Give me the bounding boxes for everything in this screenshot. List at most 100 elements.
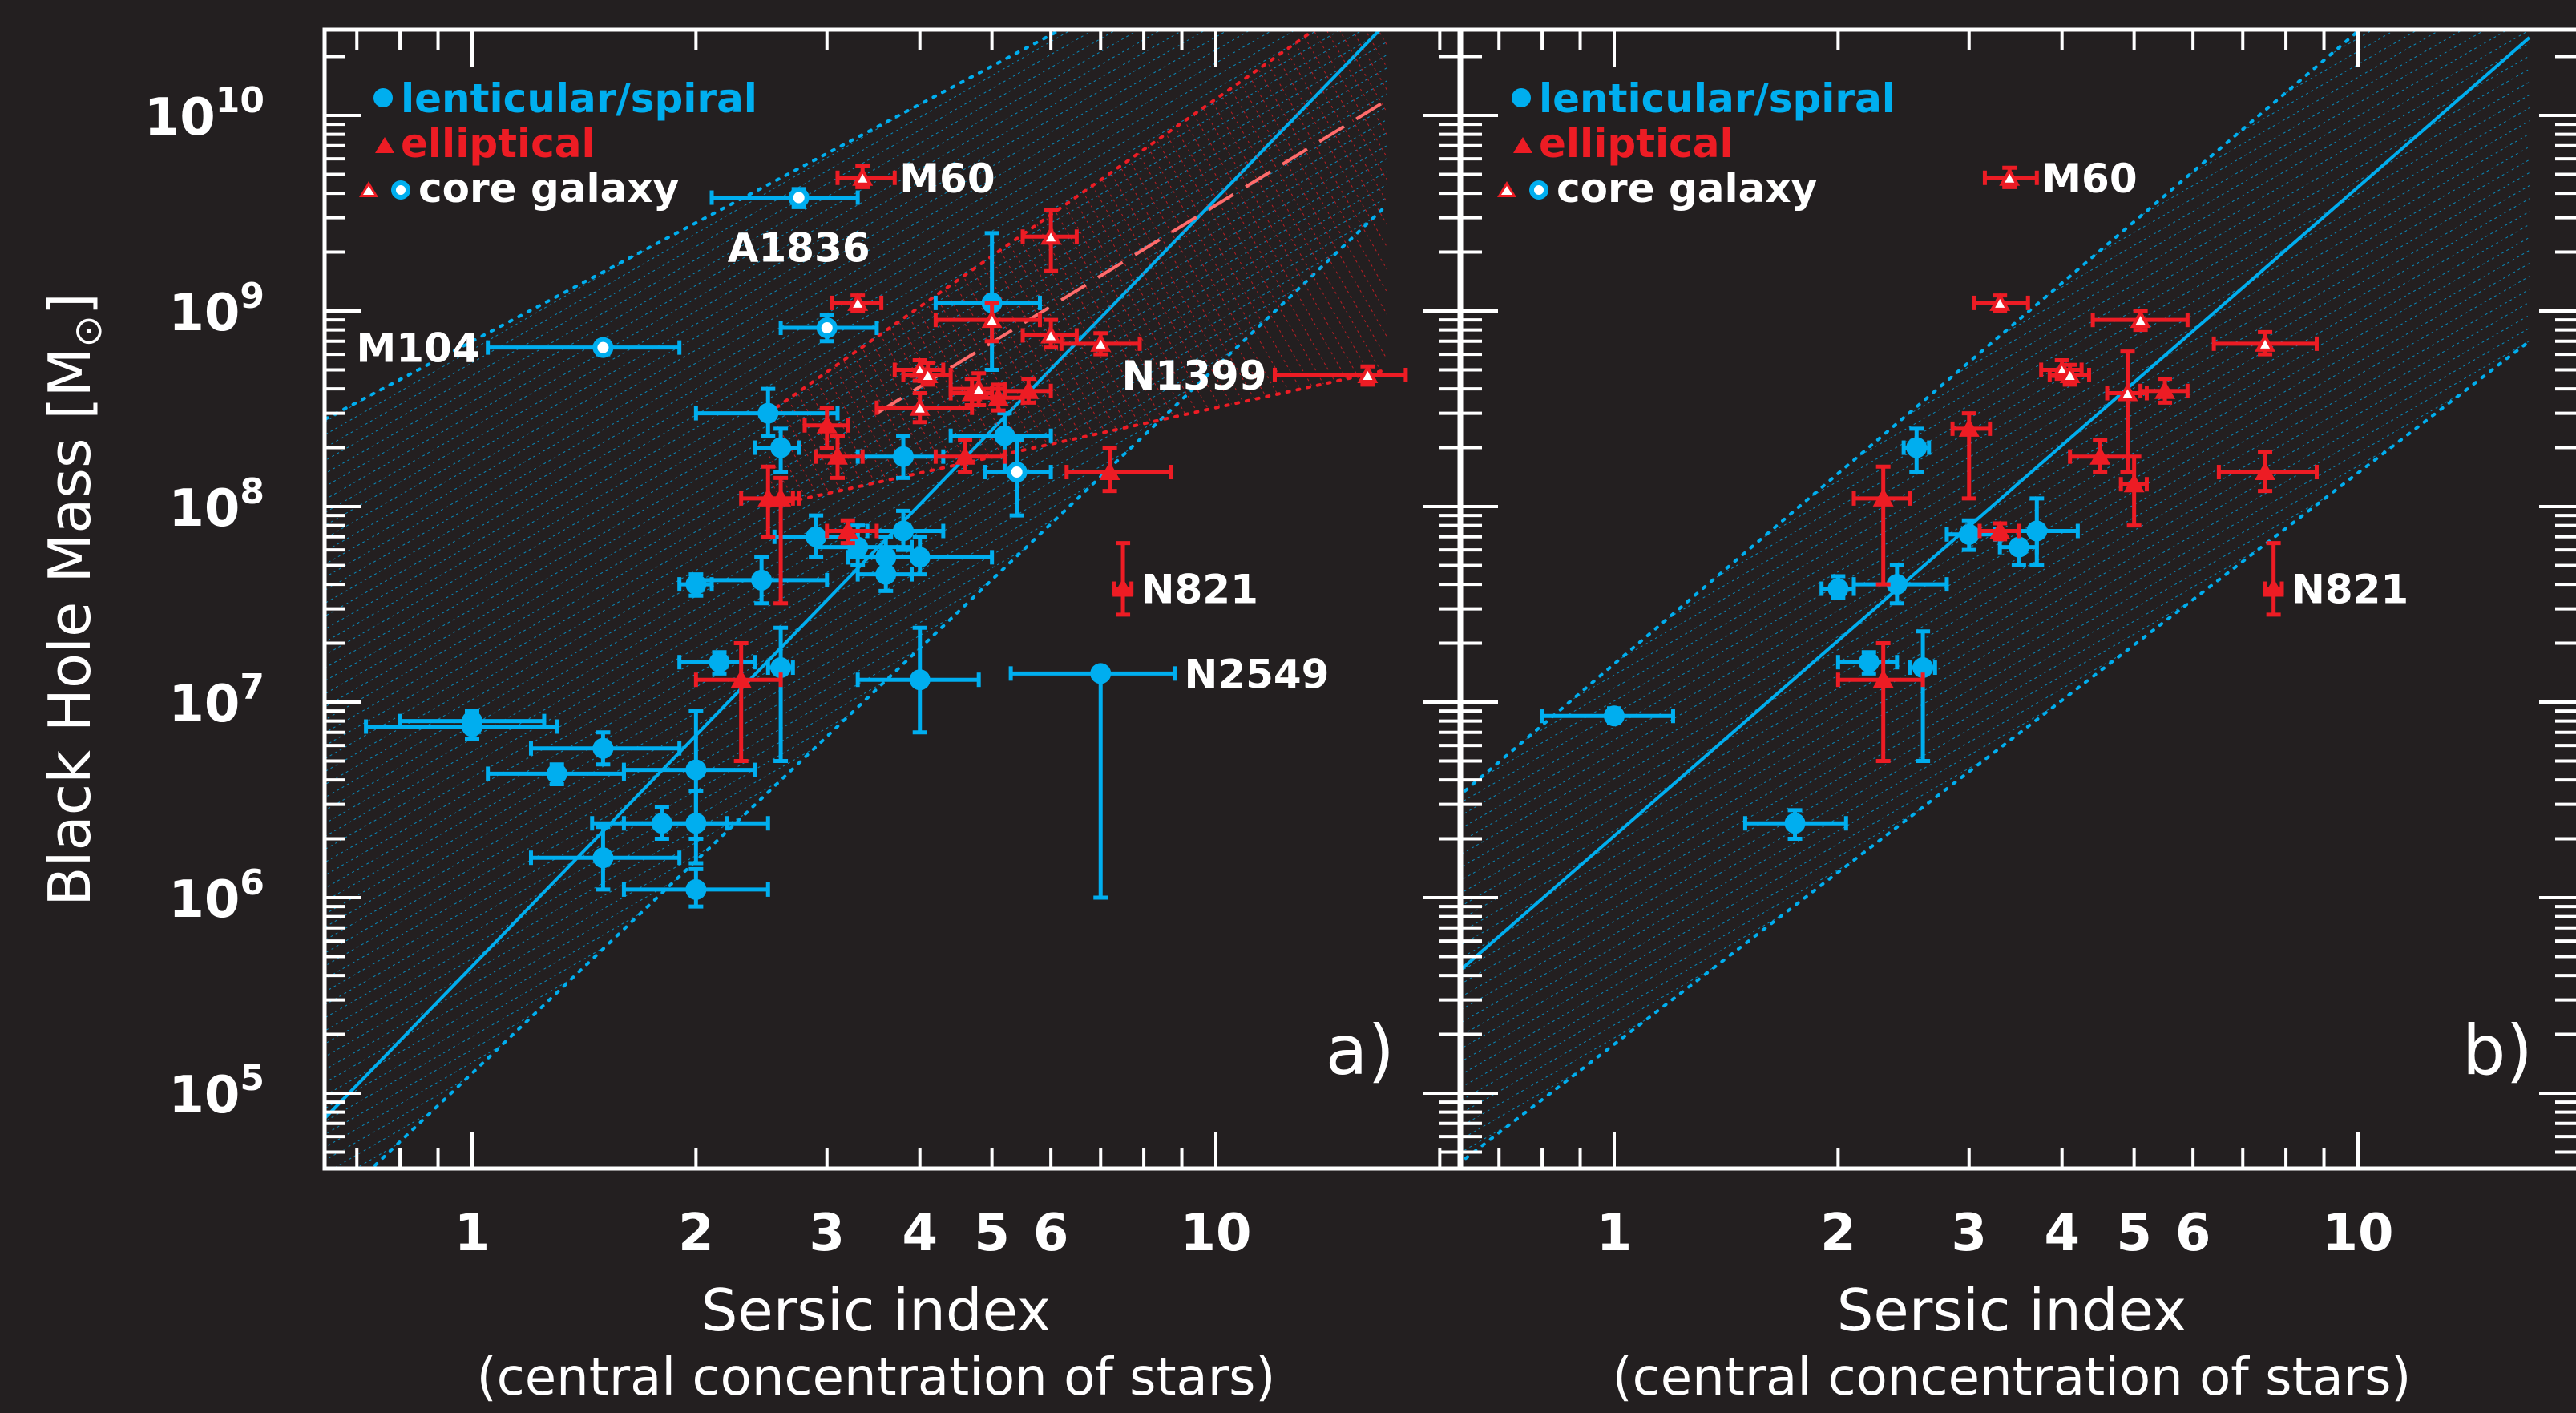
circle-marker xyxy=(1912,657,1934,679)
annotations-a: M104 A1836 N821 M60 N1399 N2549 xyxy=(357,155,1330,698)
data-point xyxy=(1742,808,1848,842)
legend-spiral-label: lenticular/spiral xyxy=(1539,75,1896,122)
x-axis-subtitle-b: (central concentration of stars) xyxy=(1613,1348,2412,1407)
data-point xyxy=(765,475,795,606)
data-point xyxy=(1901,426,1932,474)
circle-marker xyxy=(1886,574,1908,595)
triangle-marker xyxy=(1018,380,1040,399)
ticks-a xyxy=(325,30,1460,1169)
x-axis-title-b: Sersic index xyxy=(1837,1277,2187,1344)
data-point xyxy=(1112,541,1134,617)
data-point xyxy=(2263,541,2284,617)
circle-marker xyxy=(592,847,614,869)
core-marker-inner xyxy=(1096,339,1106,349)
sun-symbol: ⊙ xyxy=(66,315,111,347)
data-point xyxy=(983,437,1053,518)
data-point xyxy=(1982,165,2039,189)
confidence-band xyxy=(768,30,1387,507)
ticks-b xyxy=(1461,30,2576,1169)
confidence-band xyxy=(1461,30,2530,1162)
legend-elliptical-label: elliptical xyxy=(401,120,596,167)
core-marker-inner xyxy=(1046,232,1056,242)
point-label-m60: M60 xyxy=(2041,155,2137,202)
triangle-marker xyxy=(1872,487,1894,507)
triangle-marker xyxy=(1989,520,2011,539)
core-marker-inner xyxy=(915,365,925,375)
data-point xyxy=(901,361,953,387)
data-point xyxy=(1851,464,1912,587)
data-point xyxy=(1950,411,1993,501)
data-point xyxy=(621,866,770,909)
data-point xyxy=(2090,309,2190,333)
circle-marker xyxy=(709,652,730,673)
data-point xyxy=(2118,454,2149,528)
x-tick-label: 4 xyxy=(902,1204,938,1263)
point-label-n2549: N2549 xyxy=(1184,651,1329,697)
circle-marker xyxy=(1958,523,1980,545)
core-marker-inner xyxy=(1363,371,1373,381)
legend-elliptical-label: elliptical xyxy=(1539,120,1734,167)
circle-marker xyxy=(751,569,773,591)
x-tick-label: 2 xyxy=(678,1204,714,1263)
circle-marker xyxy=(685,759,707,781)
triangle-marker xyxy=(2123,474,2145,493)
circle-marker xyxy=(893,446,915,467)
x-tick-label: 10 xyxy=(1180,1204,1251,1263)
data-point xyxy=(486,337,682,358)
circle-marker xyxy=(546,763,567,785)
core-marker-inner xyxy=(793,192,805,204)
legend-spiral-marker xyxy=(373,88,393,107)
fit-layer-b xyxy=(1461,30,2531,1165)
data-point xyxy=(874,391,975,425)
annotations-b: N821 M60 xyxy=(2041,155,2408,613)
core-marker-inner xyxy=(1011,466,1023,478)
data-point xyxy=(693,386,840,438)
data-point xyxy=(778,313,879,344)
legend-core-spiral-inner xyxy=(1534,185,1544,195)
circle-marker xyxy=(2026,520,2048,542)
points-layer-a xyxy=(364,164,1408,909)
x-tick-labels-a: 1 2 3 4 5 6 10 xyxy=(454,1204,1252,1263)
core-marker-inner xyxy=(853,298,863,308)
data-point xyxy=(1059,331,1142,357)
core-marker-inner xyxy=(2260,339,2271,349)
circle-marker xyxy=(770,657,792,679)
circle-marker xyxy=(1906,437,1928,458)
core-marker-inner xyxy=(597,341,609,353)
circle-marker xyxy=(994,425,1015,446)
triangle-marker xyxy=(2154,380,2176,399)
data-point xyxy=(948,371,1007,407)
legend-elliptical-marker xyxy=(1513,137,1532,153)
elliptical-fit-line xyxy=(875,98,1388,415)
x-tick-label: 1 xyxy=(1597,1204,1633,1263)
data-point xyxy=(1540,705,1675,727)
triangle-marker xyxy=(1958,418,1980,437)
circle-marker xyxy=(685,813,707,834)
triangle-marker xyxy=(770,487,792,507)
core-marker-inner xyxy=(2057,365,2067,375)
data-point xyxy=(1020,207,1079,273)
triangle-marker xyxy=(2263,578,2284,597)
x-tick-label: 6 xyxy=(1033,1204,1069,1263)
core-marker-inner xyxy=(1995,298,2005,308)
circle-marker xyxy=(592,737,614,759)
panel-label-b: b) xyxy=(2462,1011,2533,1091)
point-label-m104: M104 xyxy=(357,325,480,372)
circle-marker xyxy=(847,536,869,558)
data-point xyxy=(835,164,897,189)
data-point xyxy=(2211,329,2319,357)
y-tick-label: 109 xyxy=(168,276,264,343)
data-point xyxy=(1064,446,1173,494)
legend-a: lenticular/spiral elliptical core galaxy xyxy=(359,75,757,212)
data-point xyxy=(1851,563,1949,606)
data-point xyxy=(1908,629,1937,763)
core-marker-inner xyxy=(1046,331,1056,341)
data-point xyxy=(1972,292,2030,313)
band-edge-upper xyxy=(1461,30,2363,797)
data-point xyxy=(2216,450,2319,494)
data-point xyxy=(830,292,884,313)
data-point xyxy=(825,518,879,546)
data-point xyxy=(693,641,783,763)
circle-marker xyxy=(893,520,915,542)
core-marker-inner xyxy=(974,385,984,394)
